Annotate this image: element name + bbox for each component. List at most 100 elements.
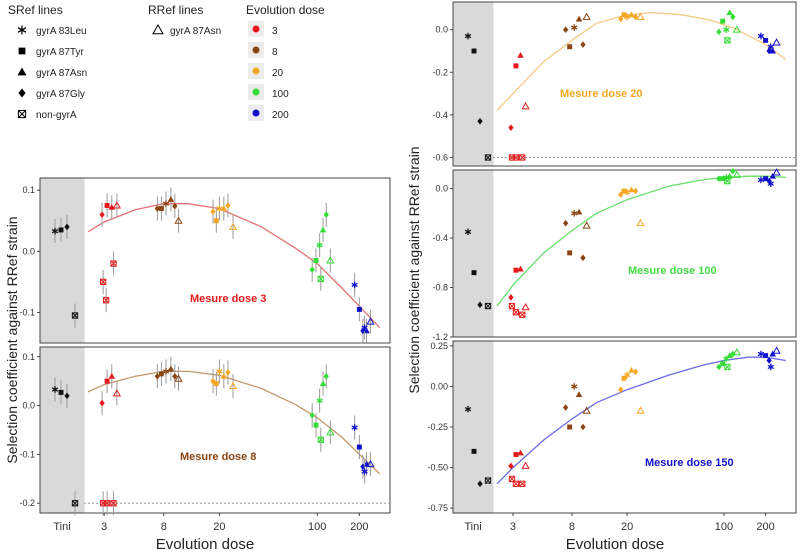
boxx-marker-icon (484, 477, 492, 484)
panel-dose-150: -0.75 -0.50 -0.25 0.00 0.25 Mesure dose 150 (427, 340, 797, 514)
fit-curve (87, 370, 381, 475)
triangle-open-marker-icon (772, 346, 781, 354)
data-point (228, 374, 238, 399)
data-point (563, 219, 569, 227)
triangle-open-marker-icon (636, 12, 645, 20)
data-point (621, 12, 627, 18)
data-point (772, 38, 781, 46)
boxx-marker-icon (99, 278, 107, 286)
tini-shade (453, 2, 494, 166)
x-axis-label-left: Evolution dose (156, 536, 254, 552)
data-point (732, 348, 742, 356)
data-point (517, 265, 524, 272)
data-point (563, 26, 569, 33)
square-marker-icon (720, 176, 726, 182)
data-point (636, 218, 645, 227)
diamond-marker-icon (477, 301, 483, 309)
y-tick-label: 0.25 (430, 341, 448, 351)
panel-title: Mesure dose 20 (560, 88, 643, 100)
data-point (356, 297, 362, 322)
diamond-marker-icon (618, 386, 624, 393)
data-point (464, 228, 472, 236)
data-point (575, 391, 583, 398)
triangle-open-marker-icon (772, 38, 781, 46)
boxx-marker-icon (724, 177, 731, 185)
triangle-open-marker-icon (732, 170, 742, 178)
data-point (323, 202, 329, 227)
square-marker-icon (567, 250, 573, 256)
square-marker-icon (158, 371, 164, 377)
data-point (108, 364, 116, 389)
x-tick-label: 20 (213, 521, 225, 533)
data-point (763, 353, 769, 359)
data-point (172, 364, 178, 389)
x-tick-label: Tini (464, 521, 481, 533)
diamond-marker-icon (477, 480, 483, 488)
legend-square-icon (18, 47, 26, 55)
y-tick-label: 0.0 (22, 401, 35, 411)
data-point (757, 176, 765, 184)
y-tick-label: -0.8 (432, 283, 448, 293)
data-point (317, 266, 324, 291)
diamond-marker-icon (618, 15, 624, 23)
x-tick-labels-left: Tini 3 8 20 100 200 (53, 513, 369, 533)
triangle-marker-icon (517, 265, 524, 272)
plot-area (452, 1, 797, 167)
legend-dose-title: Evolution dose (246, 3, 325, 17)
asterisk-marker-icon (351, 424, 358, 431)
x-tick-label: 100 (715, 521, 733, 533)
panel-title: Mesure dose 3 (190, 293, 266, 305)
data-point (632, 368, 639, 376)
square-marker-icon (158, 206, 164, 212)
diamond-marker-icon (563, 219, 569, 227)
legend-dose-label: 100 (272, 89, 289, 100)
y-tick-label: 0.0 (22, 246, 35, 256)
legend-dose-label: 20 (272, 68, 284, 79)
diamond-marker-icon (618, 191, 624, 199)
y-tick-label: -0.6 (432, 152, 448, 162)
data-point (112, 381, 122, 406)
data-point (64, 214, 70, 239)
data-point (471, 48, 477, 54)
diamond-marker-icon (730, 167, 736, 175)
diamond-marker-icon (716, 175, 722, 182)
data-point (326, 420, 335, 445)
legend-dose-items: 3 8 20 100 200 (248, 21, 289, 121)
asterisk-marker-icon (767, 363, 774, 371)
data-point (563, 404, 569, 411)
y-tick-label: -0.4 (432, 233, 448, 243)
tini-shade (453, 341, 494, 513)
data-point (772, 168, 781, 176)
square-marker-icon (313, 422, 319, 428)
diamond-marker-icon (580, 41, 586, 48)
diamond-marker-icon (508, 294, 514, 301)
data-point (464, 405, 472, 413)
diamond-marker-icon (172, 202, 178, 210)
boxx-marker-icon (508, 302, 516, 310)
legend-dose-dot-icon (252, 88, 260, 96)
data-point (763, 176, 769, 182)
boxx-marker-icon (512, 154, 520, 161)
data-point (632, 187, 639, 195)
data-point (309, 257, 315, 282)
data-point (71, 491, 79, 516)
triangle-open-marker-icon (636, 218, 645, 227)
square-marker-icon (513, 267, 519, 273)
data-point (225, 193, 231, 218)
data-point (58, 380, 64, 405)
square-marker-icon (471, 270, 477, 276)
diamond-marker-icon (632, 187, 639, 195)
data-point (757, 350, 765, 358)
data-point (521, 102, 530, 110)
data-point (508, 462, 514, 470)
data-point (720, 18, 726, 24)
data-point (517, 449, 524, 456)
data-point (757, 32, 765, 40)
data-point (464, 32, 472, 40)
y-tick-label: -0.25 (427, 422, 448, 432)
x-tick-label: 20 (621, 521, 633, 533)
data-point (767, 363, 774, 371)
square-marker-icon (471, 48, 477, 54)
triangle-open-marker-icon (174, 216, 183, 224)
asterisk-marker-icon (571, 24, 578, 31)
